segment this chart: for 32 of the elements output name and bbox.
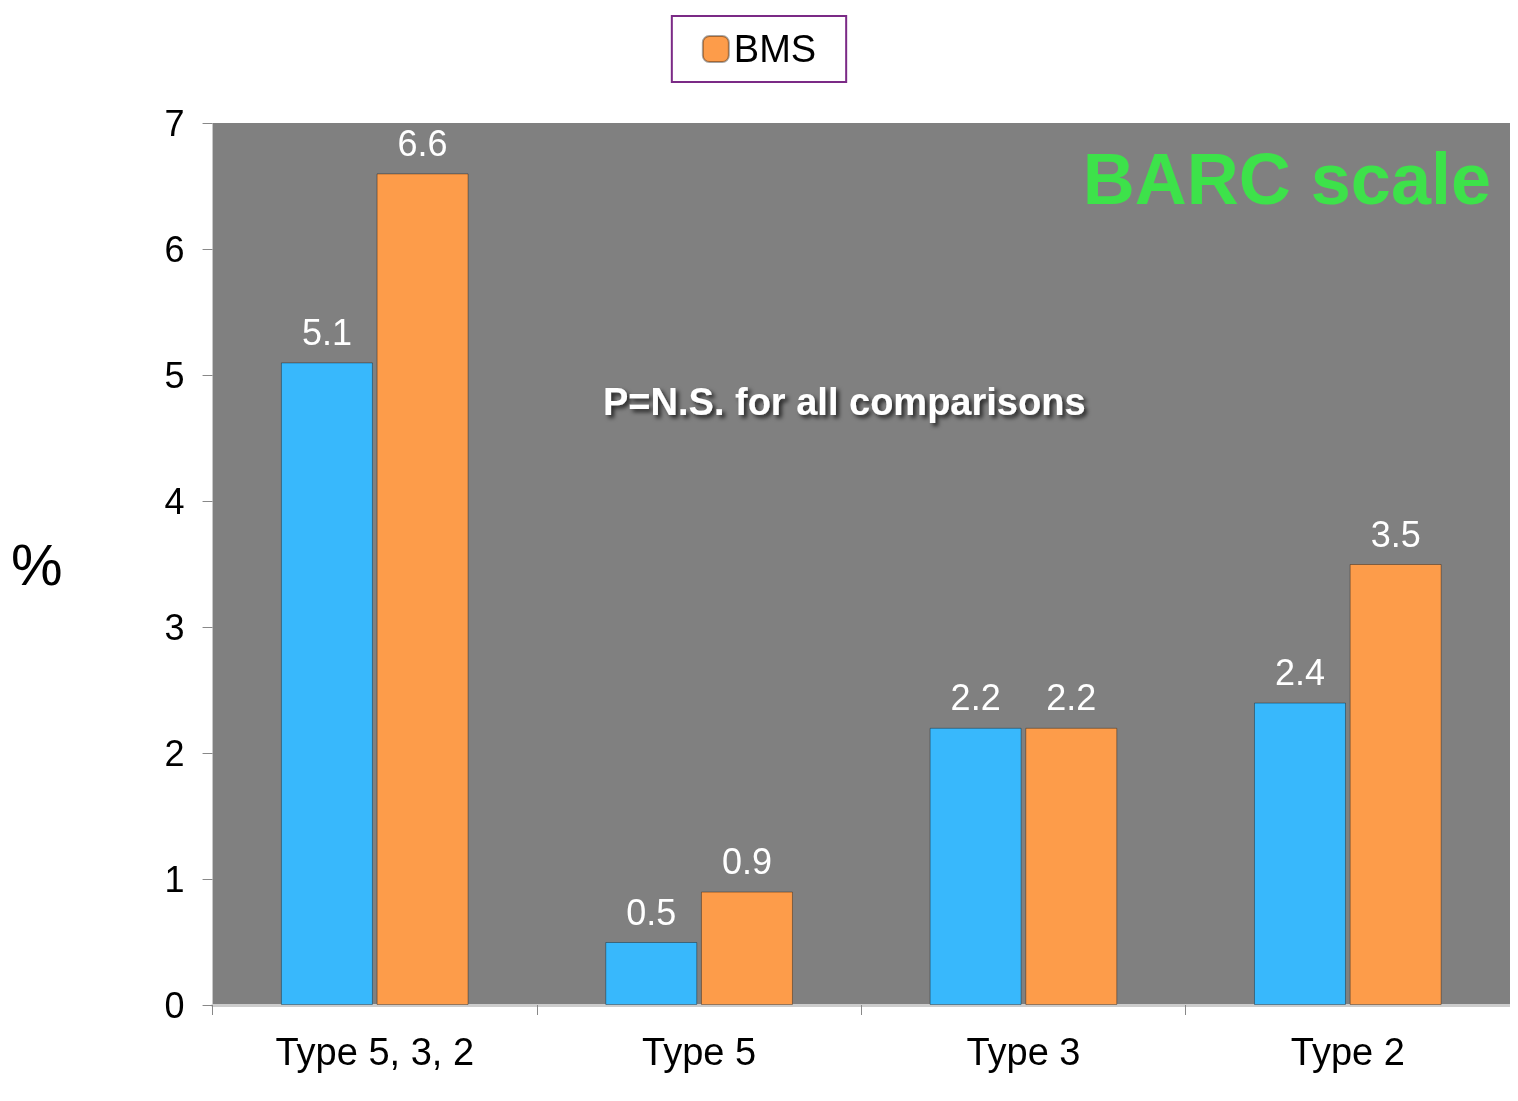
y-tick-label: 0 [164,984,185,1026]
bar [280,362,373,1005]
data-label: 2.4 [1274,652,1325,694]
y-axis-title: % [10,531,63,597]
y-tick-label: 3 [164,606,185,648]
bar [605,942,698,1005]
y-tick-label: 5 [164,354,185,396]
data-label: 6.6 [397,122,448,164]
bar [700,891,793,1005]
bar [1025,727,1118,1005]
y-tick-label: 2 [164,732,185,774]
bar [929,727,1022,1005]
annotation: P=N.S. for all comparisons [603,381,1086,423]
y-tick-label: 1 [164,858,185,900]
x-tick-label: Type 5 [642,1031,757,1073]
x-tick-label: Type 3 [966,1031,1081,1073]
legend-label: BMS [733,28,817,70]
data-label: 2.2 [950,677,1001,719]
data-label: 0.5 [626,891,677,933]
y-tick-label: 7 [164,102,185,144]
bar [1349,564,1442,1005]
data-label: 5.1 [301,311,352,353]
data-label: 0.9 [721,841,772,883]
bar [376,173,469,1005]
chart-title: BARC scale [1082,139,1492,219]
y-tick-label: 6 [164,228,185,270]
x-tick-label: Type 5, 3, 2 [275,1031,475,1073]
bar [1253,702,1346,1005]
y-tick-label: 4 [164,480,185,522]
x-tick-label: Type 2 [1290,1031,1405,1073]
data-label: 3.5 [1370,513,1421,555]
data-label: 2.2 [1046,677,1097,719]
